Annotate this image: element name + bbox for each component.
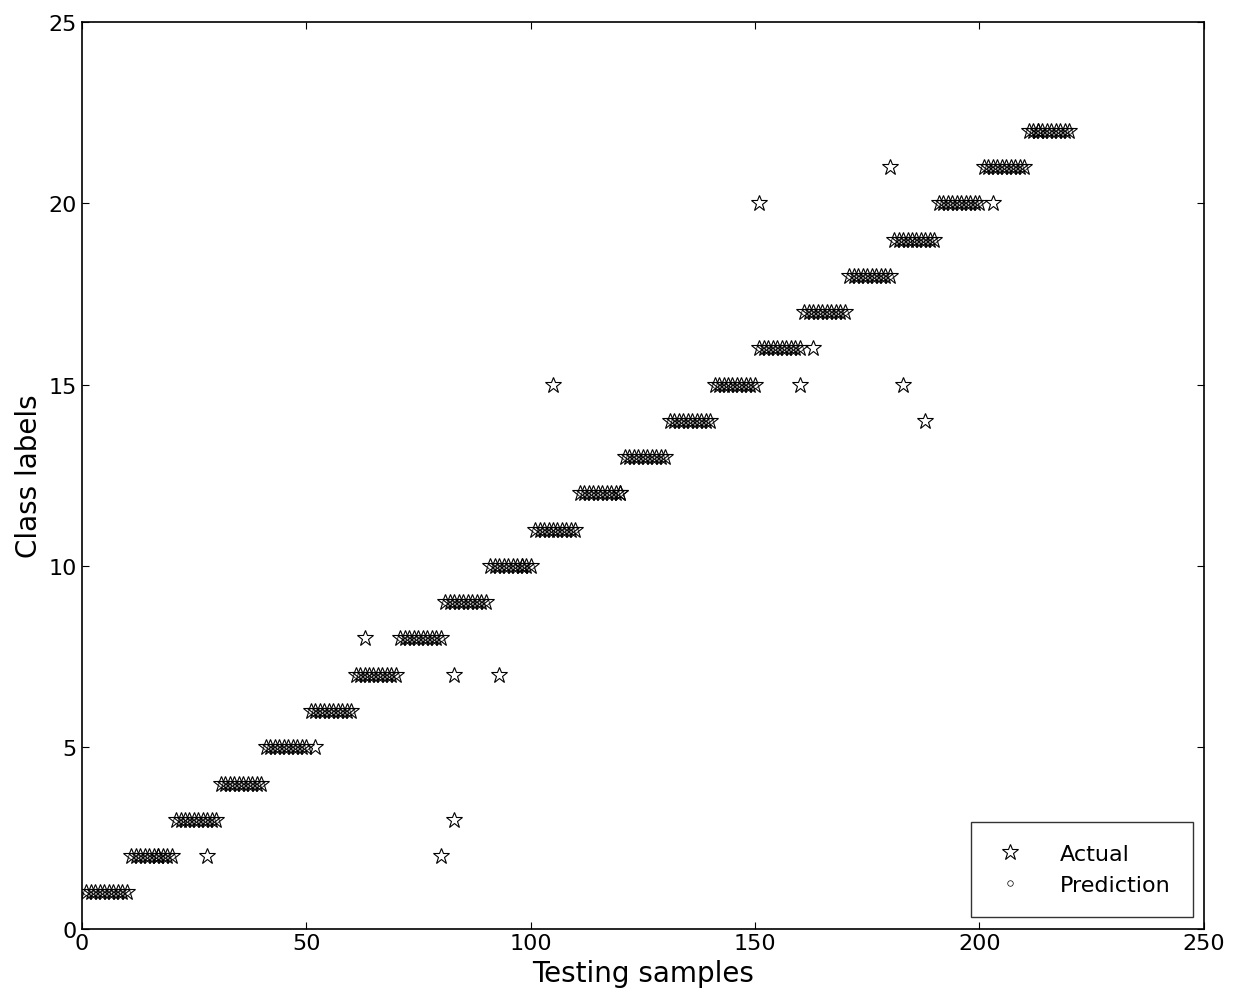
Line: Actual: Actual (78, 123, 1078, 901)
Prediction (366, 669, 381, 681)
Y-axis label: Class labels: Class labels (15, 394, 43, 557)
Prediction (1061, 125, 1076, 137)
Prediction (79, 887, 94, 899)
Actual (366, 669, 381, 681)
Prediction (940, 198, 955, 210)
Actual (604, 488, 619, 500)
Actual (959, 198, 973, 210)
Actual (348, 669, 363, 681)
Prediction (959, 198, 973, 210)
Actual (1022, 125, 1037, 137)
Prediction (604, 488, 619, 500)
X-axis label: Testing samples: Testing samples (532, 959, 754, 987)
Actual (1061, 125, 1076, 137)
Prediction (348, 669, 363, 681)
Actual (909, 234, 924, 246)
Line: Prediction: Prediction (83, 129, 1071, 895)
Actual (940, 198, 955, 210)
Legend: Actual, Prediction: Actual, Prediction (971, 822, 1193, 918)
Prediction (909, 234, 924, 246)
Prediction (1022, 125, 1037, 137)
Actual (79, 887, 94, 899)
